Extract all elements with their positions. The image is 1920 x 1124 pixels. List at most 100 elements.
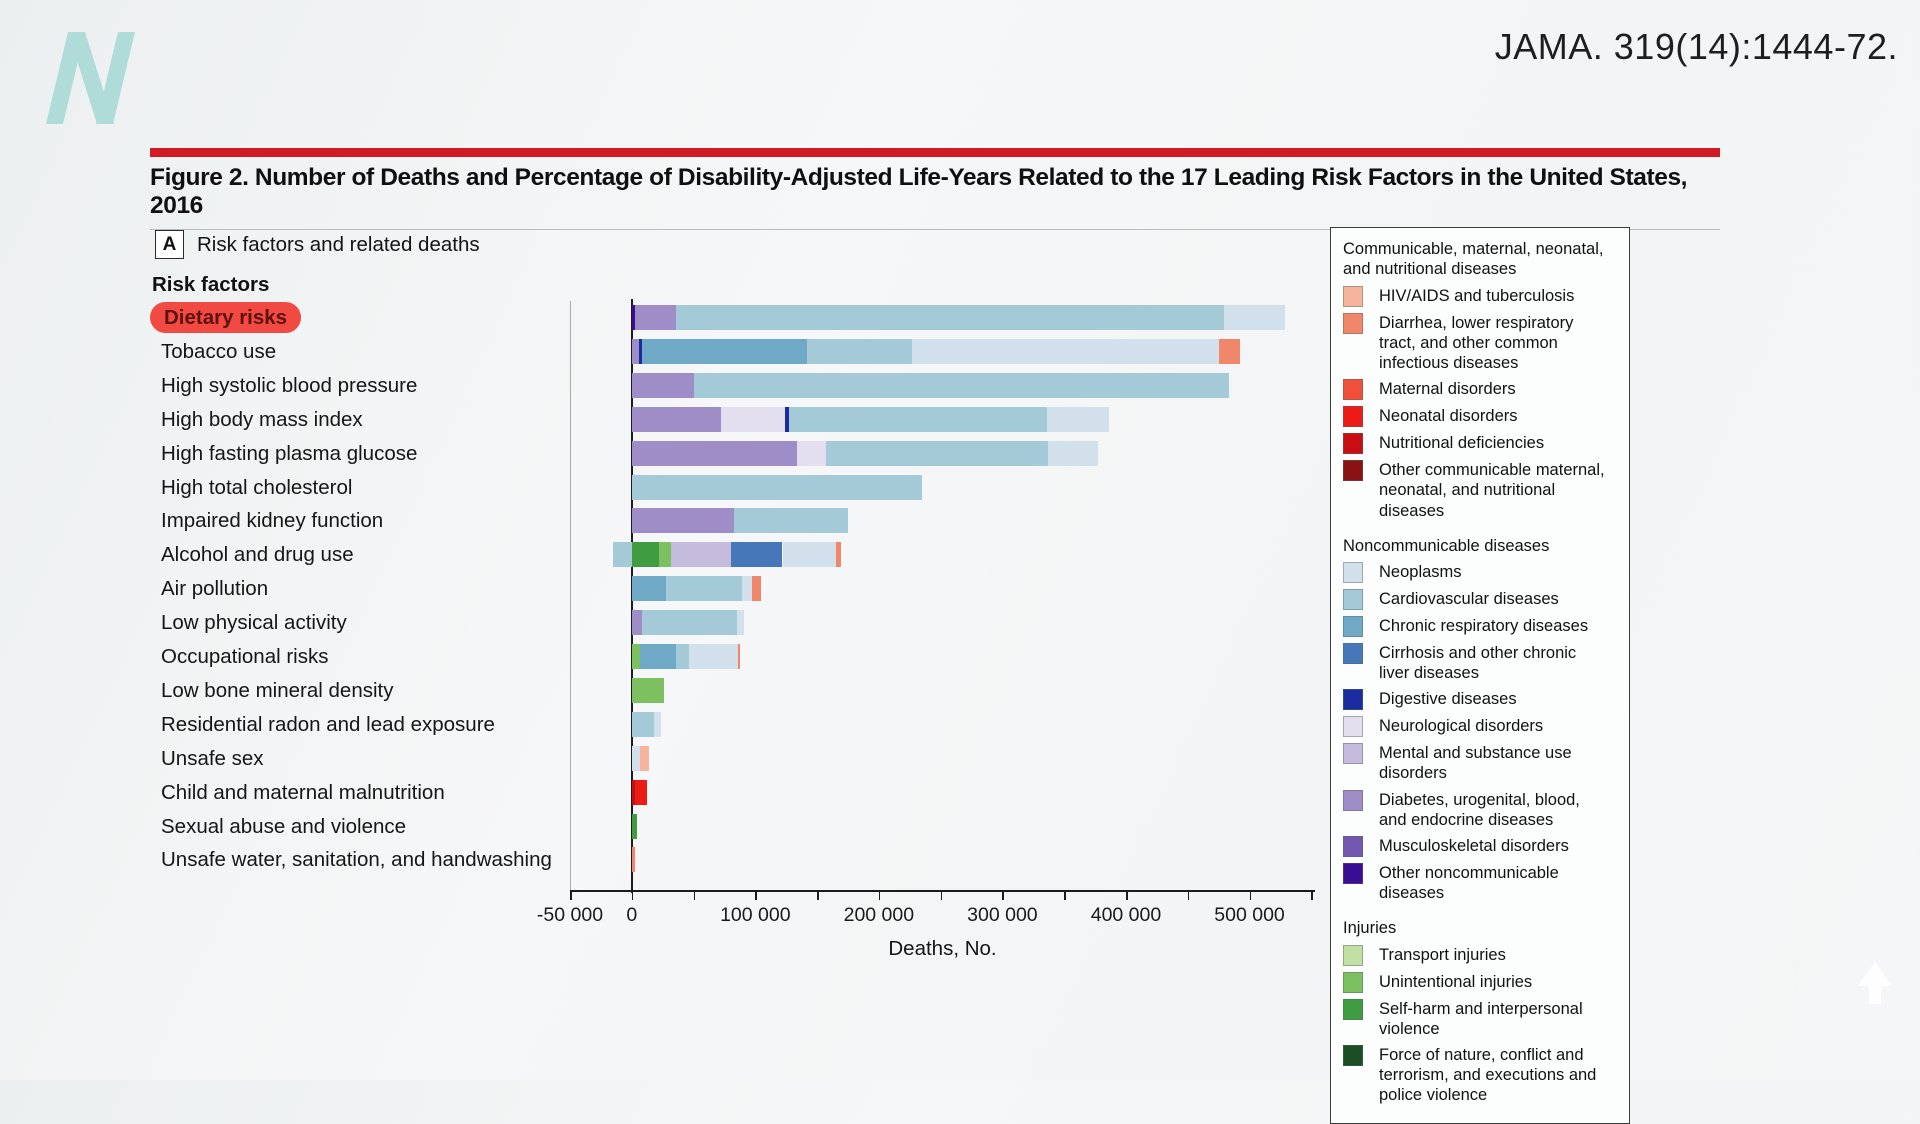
x-tick-label: 0 <box>626 904 638 926</box>
bar-segment-unintentional <box>658 542 672 568</box>
x-tick-label: 500 000 <box>1214 904 1285 926</box>
risk-label: High systolic blood pressure <box>161 373 418 397</box>
bar-segment-neoplasms <box>688 644 738 669</box>
legend-item-label: Cirrhosis and other chronic liver diseas… <box>1379 644 1577 683</box>
legend-swatch-mental-substance <box>1343 743 1363 765</box>
bar-segment-unintentional <box>631 644 641 669</box>
risk-factors-column-header: Risk factors <box>152 273 270 296</box>
x-tick-label: 300 000 <box>967 904 1038 926</box>
x-axis-tick <box>1187 892 1190 900</box>
legend-item-neoplasms: Neoplasms <box>1343 562 1619 584</box>
legend-swatch-diarrhea-lri <box>1343 312 1363 334</box>
legend-item-label: Neurological disorders <box>1379 717 1544 736</box>
bar-segment-cardiovascular <box>734 508 848 534</box>
legend-item-cirrhosis: Cirrhosis and other chronic liver diseas… <box>1343 643 1619 683</box>
bar-segment-cirrhosis <box>730 542 783 568</box>
legend-section-header: Injuries <box>1343 919 1397 938</box>
bar-segment-chronic-respiratory <box>631 576 667 602</box>
panel-a-label: Risk factors and related deaths <box>197 232 480 256</box>
legend-item-label: Mental and substance use disorders <box>1379 744 1572 783</box>
legend-section: Communicable, maternal, neonatal, and nu… <box>1343 239 1619 521</box>
risk-label: Unsafe water, sanitation, and handwashin… <box>161 848 552 872</box>
risk-label-highlighted: Dietary risks <box>150 302 302 333</box>
x-axis-tick <box>693 892 696 900</box>
bar-segment-cardiovascular <box>666 576 742 602</box>
legend-item-diabetes-urogenital: Diabetes, urogenital, blood, and endocri… <box>1343 789 1619 830</box>
bar-segment-self-harm <box>631 813 637 839</box>
x-axis-tick <box>1125 892 1128 900</box>
legend-swatch-self-harm <box>1343 998 1363 1020</box>
x-axis-title: Deaths, No. <box>888 937 997 960</box>
risk-label: Occupational risks <box>161 645 329 668</box>
legend-item-label: Transport injuries <box>1379 945 1506 964</box>
bar-segment-neoplasms <box>782 542 836 568</box>
legend-item-label: Self-harm and interpersonal violence <box>1379 999 1583 1038</box>
bar-segment-chronic-respiratory <box>641 338 808 364</box>
legend-swatch-hiv-tb <box>1343 285 1363 307</box>
bar-segment-mental-substance <box>671 542 731 568</box>
bar-segment-diarrhea-lri <box>751 576 762 602</box>
bar-segment-diabetes-urogenital <box>631 372 694 398</box>
bar-segment-neoplasms <box>1046 406 1109 432</box>
cursor-pointer-icon <box>1858 962 1892 1004</box>
legend-item-label: Neonatal disorders <box>1379 407 1518 426</box>
legend-item-label: Chronic respiratory diseases <box>1379 617 1589 636</box>
legend-item-label: Digestive diseases <box>1379 690 1517 709</box>
legend-item-transport: Transport injuries <box>1343 944 1619 966</box>
legend-item-maternal: Maternal disorders <box>1343 379 1619 401</box>
x-axis-tick <box>1002 892 1004 900</box>
figure-slide: JAMA. 319(14):1444-72. Figure 2. Number … <box>46 26 1897 1124</box>
x-axis-tick <box>631 892 634 900</box>
bar-segment-neoplasms <box>912 338 1219 364</box>
x-axis-tick <box>570 892 572 900</box>
legend-item-force-of-nature: Force of nature, conflict and terrorism,… <box>1343 1044 1619 1105</box>
bar-segment-cardiovascular <box>631 711 654 737</box>
figure-title: Figure 2. Number of Deaths and Percentag… <box>150 160 1720 230</box>
x-axis-tick <box>1064 892 1066 900</box>
x-tick-label: 100 000 <box>720 904 791 926</box>
legend-swatch-digestive <box>1343 689 1363 711</box>
bar-segment-diarrhea-lri <box>1218 338 1240 364</box>
risk-label: Residential radon and lead exposure <box>161 712 495 736</box>
osmosis-n-logo-icon <box>46 32 135 124</box>
x-axis-line <box>570 890 1315 892</box>
bar-segment-neoplasms <box>1223 305 1286 330</box>
legend-section-header: Communicable, maternal, neonatal, and nu… <box>1343 240 1604 279</box>
risk-label: Air pollution <box>161 577 269 601</box>
risk-label: High fasting plasma glucose <box>161 441 418 465</box>
legend-item-neonatal: Neonatal disorders <box>1343 406 1619 428</box>
legend-section-header: Noncommunicable diseases <box>1343 536 1550 555</box>
legend-item-label: Force of nature, conflict and terrorism,… <box>1379 1045 1597 1105</box>
bar-segment-cardiovascular <box>788 406 1047 432</box>
legend-swatch-neurological <box>1343 716 1363 738</box>
bar-segment-neoplasms <box>736 610 745 636</box>
risk-label: Sexual abuse and violence <box>161 814 407 838</box>
bar-segment-cardiovascular <box>676 305 1224 330</box>
legend-item-label: Diarrhea, lower respiratory tract, and o… <box>1379 313 1574 373</box>
risk-label: Child and maternal malnutrition <box>161 780 445 804</box>
legend-item-label: Cardiovascular diseases <box>1379 590 1559 609</box>
x-axis-tick <box>755 892 757 900</box>
bar-segment-cardiovascular <box>641 610 737 636</box>
legend-item-label: Neoplasms <box>1379 563 1462 582</box>
legend-item-self-harm: Self-harm and interpersonal violence <box>1343 998 1619 1039</box>
bar-segment-digestive <box>784 406 789 432</box>
panel-a-marker: A <box>155 230 184 259</box>
bar-segment-cardiovascular <box>676 644 689 669</box>
bar-segment-diabetes-urogenital <box>631 338 640 364</box>
plot-left-boundary-line <box>570 301 571 890</box>
bar-segment-diabetes-urogenital <box>631 610 642 636</box>
risk-label: High body mass index <box>161 407 363 431</box>
legend-swatch-other-ncd <box>1343 862 1363 884</box>
legend-item-digestive: Digestive diseases <box>1343 689 1619 711</box>
risk-label: Low bone mineral density <box>161 678 394 702</box>
bar-segment-diabetes-urogenital <box>631 406 721 432</box>
risk-label: Impaired kidney function <box>161 509 384 533</box>
bar-segment-diabetes-urogenital <box>635 305 677 330</box>
bar-segment-cardiovascular <box>613 542 632 568</box>
legend-item-mental-substance: Mental and substance use disorders <box>1343 743 1619 783</box>
legend-box: Communicable, maternal, neonatal, and nu… <box>1330 227 1630 1124</box>
bar-segment-diarrhea-lri <box>631 847 636 873</box>
x-tick-label: 400 000 <box>1090 904 1162 926</box>
bar-segment-cardiovascular <box>631 474 923 500</box>
